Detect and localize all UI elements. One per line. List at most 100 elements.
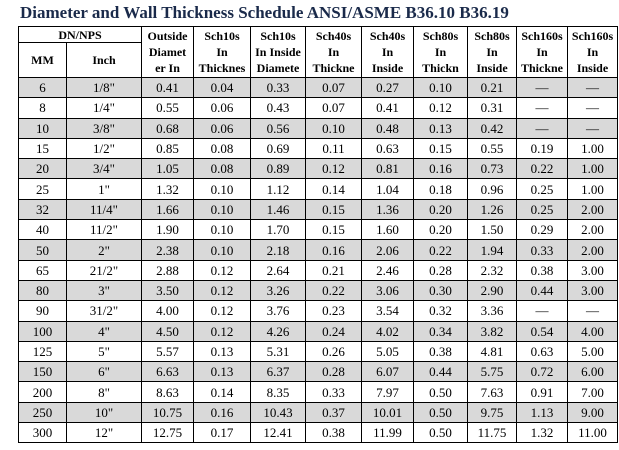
cell: 0.18 <box>413 178 468 200</box>
cell: 0.16 <box>413 158 468 180</box>
cell: 0.06 <box>193 117 251 139</box>
cell: 0.07 <box>305 97 362 119</box>
cell: 0.68 <box>141 117 194 139</box>
cell: 0.13 <box>193 340 251 363</box>
cell: 3.54 <box>361 300 414 322</box>
cell: 0.13 <box>413 117 468 139</box>
cell: 11.75 <box>467 422 517 444</box>
data-row: 80 3" 3.50 0.12 3.26 0.22 3.06 0.30 2.90 0.44 3.00 <box>18 279 618 302</box>
table-header: DN/NPS Outside Diamet er In Sch10s In Thicknes… <box>18 26 618 78</box>
cell: 1.26 <box>467 198 517 221</box>
header-line: er In <box>155 61 180 75</box>
cell: 6 <box>18 76 67 99</box>
cell: 1.36 <box>361 198 414 221</box>
cell: 200 <box>18 381 67 403</box>
cell: 10.01 <box>361 401 414 424</box>
cell: 5.57 <box>141 340 194 363</box>
cell: 0.85 <box>141 137 194 160</box>
header-line: In Inside <box>255 45 301 59</box>
header-line: Sch160s <box>521 29 563 43</box>
cell: 1.12 <box>250 178 306 200</box>
header-line: Thickn <box>422 61 459 75</box>
cell: 0.29 <box>516 219 568 241</box>
data-row: 200 8" 8.63 0.14 8.35 0.33 7.97 0.50 7.63 0.91 7.0… <box>18 381 618 403</box>
cell: 0.12 <box>193 320 251 342</box>
cell: 1.32 <box>141 178 194 200</box>
cell: 0.06 <box>193 97 251 119</box>
header-line: In <box>586 45 599 59</box>
header-line: Thicknes <box>198 61 246 75</box>
sub-header: MM <box>18 42 67 78</box>
data-row: 6 1/8" 0.41 0.04 0.33 0.07 0.27 0.10 0.21— — <box>18 76 618 99</box>
cell: 4.26 <box>250 320 306 342</box>
cell: 1.04 <box>361 178 414 200</box>
cell: 0.28 <box>413 259 468 281</box>
cell: 5.75 <box>467 361 517 383</box>
cell: — <box>516 117 568 139</box>
cell: 3.00 <box>567 279 618 302</box>
cell: 8 <box>18 97 67 119</box>
header-line: Sch10s <box>260 29 296 43</box>
column-header: Sch10s In Inside Diamete <box>250 26 306 78</box>
header-line: In <box>486 45 498 59</box>
header-line: Inside <box>576 61 609 75</box>
group-header: DN/NPS <box>18 26 142 43</box>
data-row: 125 5" 5.57 0.13 5.31 0.26 5.05 0.38 4.81 0.63 5.0… <box>18 340 618 363</box>
cell: 0.72 <box>516 361 568 383</box>
cell: 1.00 <box>567 137 618 160</box>
cell: 0.14 <box>305 178 362 200</box>
cell: 0.54 <box>516 320 568 342</box>
data-row: 65 21/2" 2.88 0.12 2.64 0.21 2.46 0.28 2.32 0.38 3… <box>18 259 618 281</box>
cell: 0.32 <box>413 300 468 322</box>
cell: 12.41 <box>250 422 306 444</box>
cell: 4.02 <box>361 320 414 342</box>
cell: 0.37 <box>305 401 362 424</box>
cell: 5.05 <box>361 340 414 363</box>
cell: 1/4" <box>66 97 142 119</box>
cell: 10.43 <box>250 401 306 424</box>
cell: 25 <box>18 178 67 200</box>
cell: 1.70 <box>250 219 306 241</box>
cell: 0.27 <box>361 76 414 99</box>
cell: 90 <box>18 300 67 322</box>
data-row: 15 1/2" 0.85 0.08 0.69 0.11 0.63 0.15 0.55 0.19 1.… <box>18 137 618 160</box>
cell: 80 <box>18 279 67 302</box>
cell: 0.38 <box>305 422 362 444</box>
cell: 5.31 <box>250 340 306 363</box>
cell: 0.16 <box>305 239 362 261</box>
cell: 3" <box>66 279 142 302</box>
cell: 0.55 <box>141 97 194 119</box>
cell: 10.75 <box>141 401 194 424</box>
cell: 4.00 <box>141 300 194 322</box>
cell: 2.00 <box>567 198 618 221</box>
header-line: Outside <box>147 29 188 43</box>
cell: 3/4" <box>66 158 142 180</box>
cell: 100 <box>18 320 67 342</box>
header-line: Sch160s <box>571 29 614 43</box>
cell: 65 <box>18 259 67 281</box>
cell: 0.50 <box>413 422 468 444</box>
cell: 1.66 <box>141 198 194 221</box>
cell: 1.32 <box>516 422 568 444</box>
sub-header: Inch <box>66 42 142 78</box>
cell: — <box>567 76 618 99</box>
cell: 8.35 <box>250 381 306 403</box>
cell: 0.48 <box>361 117 414 139</box>
cell: 0.22 <box>413 239 468 261</box>
schedule-table: DN/NPS Outside Diamet er In Sch10s In Thicknes… <box>18 26 618 444</box>
cell: 0.24 <box>305 320 362 342</box>
cell: 6" <box>66 361 142 383</box>
cell: 0.44 <box>516 279 568 302</box>
header-line: Inside <box>476 61 508 75</box>
cell: 0.13 <box>193 361 251 383</box>
data-row: 250 10" 10.75 0.16 10.43 0.37 10.01 0.50 9.75 1.1… <box>18 401 618 424</box>
cell: 1.94 <box>467 239 517 261</box>
cell: 2.64 <box>250 259 306 281</box>
cell: 9.00 <box>567 401 618 424</box>
cell: 0.42 <box>467 117 517 139</box>
cell: 0.12 <box>193 259 251 281</box>
cell: 20 <box>18 158 67 180</box>
data-row: 8 1/4" 0.55 0.06 0.43 0.07 0.41 0.12 0.31— — <box>18 97 618 119</box>
data-row: 25 1" 1.32 0.10 1.12 0.14 1.04 0.18 0.96 0.25 1.00 <box>18 178 618 200</box>
cell: 6.63 <box>141 361 194 383</box>
